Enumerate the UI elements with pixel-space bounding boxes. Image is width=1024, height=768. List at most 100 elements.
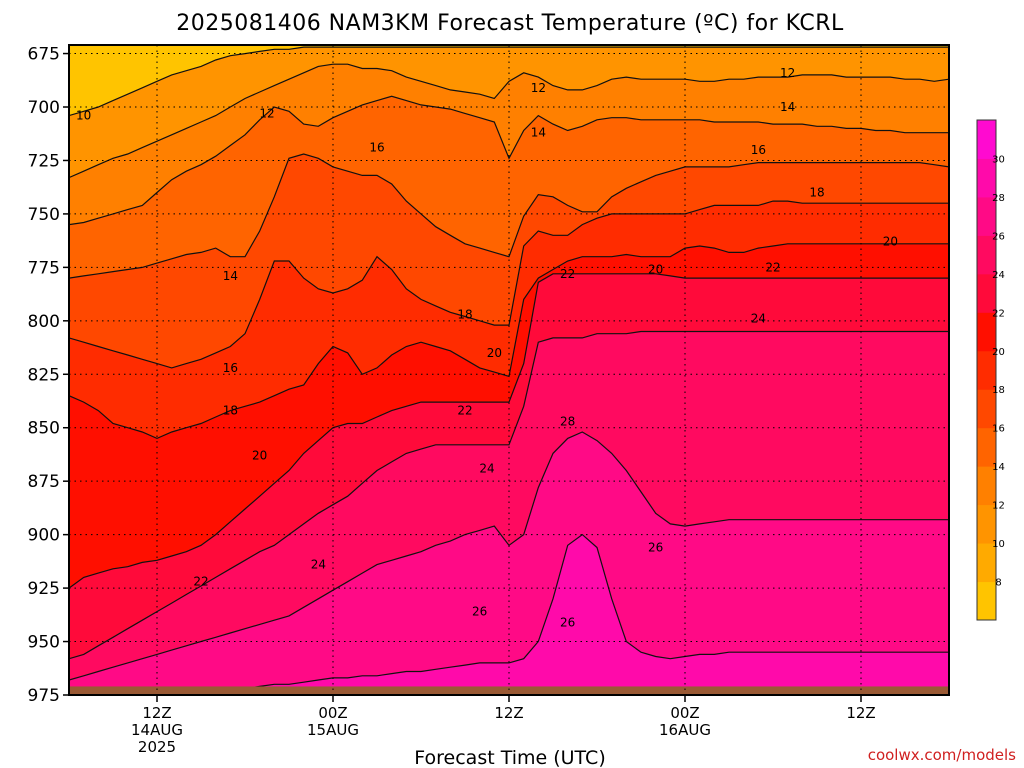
- colorbar-swatch: [977, 158, 996, 198]
- contour-label-text: 18: [809, 186, 824, 200]
- colorbar-tick-label: 16: [992, 424, 1005, 435]
- contour-label-text: 12: [531, 81, 546, 95]
- y-tick-label: 850: [28, 419, 60, 439]
- colorbar-swatch: [977, 581, 996, 621]
- y-tick-label: 800: [28, 312, 60, 332]
- colorbar-swatch: [977, 466, 996, 506]
- contour-label: 22: [193, 575, 208, 589]
- contour-label-text: 26: [648, 540, 663, 554]
- x-tick-label: 00Z: [318, 704, 347, 722]
- contour-label-text: 18: [457, 307, 472, 321]
- contour-label-text: 14: [531, 126, 546, 140]
- contour-label-text: 16: [751, 143, 766, 157]
- contour-label: 26: [648, 540, 663, 554]
- contour-label: 24: [751, 312, 766, 326]
- colorbar-swatch: [977, 120, 996, 159]
- contour-label: 14: [223, 269, 238, 283]
- colorbar-legend: 8 10 12 14 16 18 20 22 24 26 28 30: [976, 119, 1005, 621]
- y-tick-label: 875: [28, 472, 60, 492]
- contour-line-26: [69, 431, 949, 681]
- y-tick-label: 900: [28, 526, 60, 546]
- colorbar-tick-label: 30: [992, 154, 1005, 165]
- y-tick-label: 700: [28, 98, 60, 118]
- y-tick-label: 775: [28, 258, 60, 278]
- contour-label-text: 10: [76, 109, 91, 123]
- x-tick-label: 14AUG: [131, 721, 183, 739]
- colorbar-swatch: [977, 389, 996, 429]
- contour-line-18: [69, 200, 949, 369]
- contour-label: 16: [223, 361, 238, 375]
- chart-title: 2025081406 NAM3KM Forecast Temperature (…: [176, 11, 844, 36]
- x-tick-label: 12Z: [846, 704, 875, 722]
- contour-line-24: [69, 330, 949, 660]
- contour-label: 12: [780, 66, 795, 80]
- x-tick-label: 16AUG: [659, 721, 711, 739]
- contour-label: 14: [780, 100, 795, 114]
- colorbar-swatch: [977, 196, 996, 236]
- contour-label-text: 20: [252, 449, 267, 463]
- contour-label-text: 24: [311, 558, 326, 572]
- contour-label: 26: [560, 615, 575, 629]
- contour-line-16: [69, 153, 949, 279]
- contour-label-text: 20: [883, 235, 898, 249]
- x-tick-label: 00Z: [670, 704, 699, 722]
- contour-label: 26: [472, 605, 487, 619]
- contour-label: 20: [252, 449, 267, 463]
- colorbar-swatch: [977, 312, 996, 352]
- contour-line-14: [69, 95, 949, 226]
- colorbar-tick-label: 8: [995, 578, 1001, 589]
- contour-label-text: 16: [369, 141, 384, 155]
- gridline-layer: [69, 45, 949, 695]
- colorbar-tick-label: 18: [992, 385, 1005, 396]
- contour-label: 10: [76, 109, 91, 123]
- contour-label: 20: [487, 346, 502, 360]
- ground-below-surface: [69, 686, 949, 695]
- temperature-fill-layer: [69, 45, 949, 695]
- colorbar-tick-label: 24: [992, 270, 1005, 281]
- contour-label: 28: [560, 414, 575, 428]
- temperature-band-28: [69, 534, 949, 695]
- y-tick-label: 750: [28, 205, 60, 225]
- colorbar-swatch: [977, 504, 996, 544]
- contour-label: 22: [560, 267, 575, 281]
- contour-label: 12: [531, 81, 546, 95]
- y-tick-label: 725: [28, 151, 60, 171]
- contour-label-text: 22: [560, 267, 575, 281]
- x-tick-label: 2025: [138, 738, 176, 756]
- contour-label: 20: [648, 263, 663, 277]
- plot-area: 10 12 12 12 14 14 14 16 16 16 18 18 18 20 20 20 20 22 22 22…: [68, 44, 950, 696]
- colorbar-tick-label: 12: [992, 501, 1005, 512]
- colorbar-tick-label: 22: [992, 308, 1005, 319]
- contour-label-text: 28: [560, 414, 575, 428]
- contour-label-text: 26: [472, 605, 487, 619]
- contour-label-text: 22: [193, 575, 208, 589]
- contour-line-10: [69, 46, 949, 117]
- colorbar-swatch: [977, 350, 996, 390]
- colorbar-swatch: [977, 235, 996, 275]
- colorbar-tick-label: 28: [992, 193, 1005, 204]
- contour-label: 14: [531, 126, 546, 140]
- contour-label-text: 14: [780, 100, 795, 114]
- contour-label-text: 12: [259, 106, 274, 120]
- contour-label: 12: [259, 106, 274, 120]
- contour-label-text: 18: [223, 404, 238, 418]
- contour-label-text: 22: [765, 260, 780, 274]
- contour-line-layer: [69, 46, 949, 694]
- contour-label: 20: [883, 235, 898, 249]
- colorbar-tick-label: 20: [992, 347, 1005, 358]
- contour-label-text: 24: [751, 312, 766, 326]
- contour-label: 16: [369, 141, 384, 155]
- y-tick-label: 975: [28, 686, 60, 706]
- contour-label-text: 22: [457, 404, 472, 418]
- contour-label: 22: [457, 404, 472, 418]
- colorbar-tick-label: 14: [992, 462, 1005, 473]
- contour-line-22: [69, 273, 949, 589]
- contour-label: 24: [479, 461, 494, 475]
- x-tick-label: 15AUG: [307, 721, 359, 739]
- x-tick-label: 12Z: [494, 704, 523, 722]
- colorbar-tick-label: 26: [992, 231, 1005, 242]
- contour-label: 24: [311, 558, 326, 572]
- y-tick-label: 925: [28, 579, 60, 599]
- contour-line-12: [69, 63, 949, 179]
- contour-label-layer: 10 12 12 12 14 14 14 16 16 16 18 18 18 20 20 20 20 22 22 22…: [76, 66, 898, 630]
